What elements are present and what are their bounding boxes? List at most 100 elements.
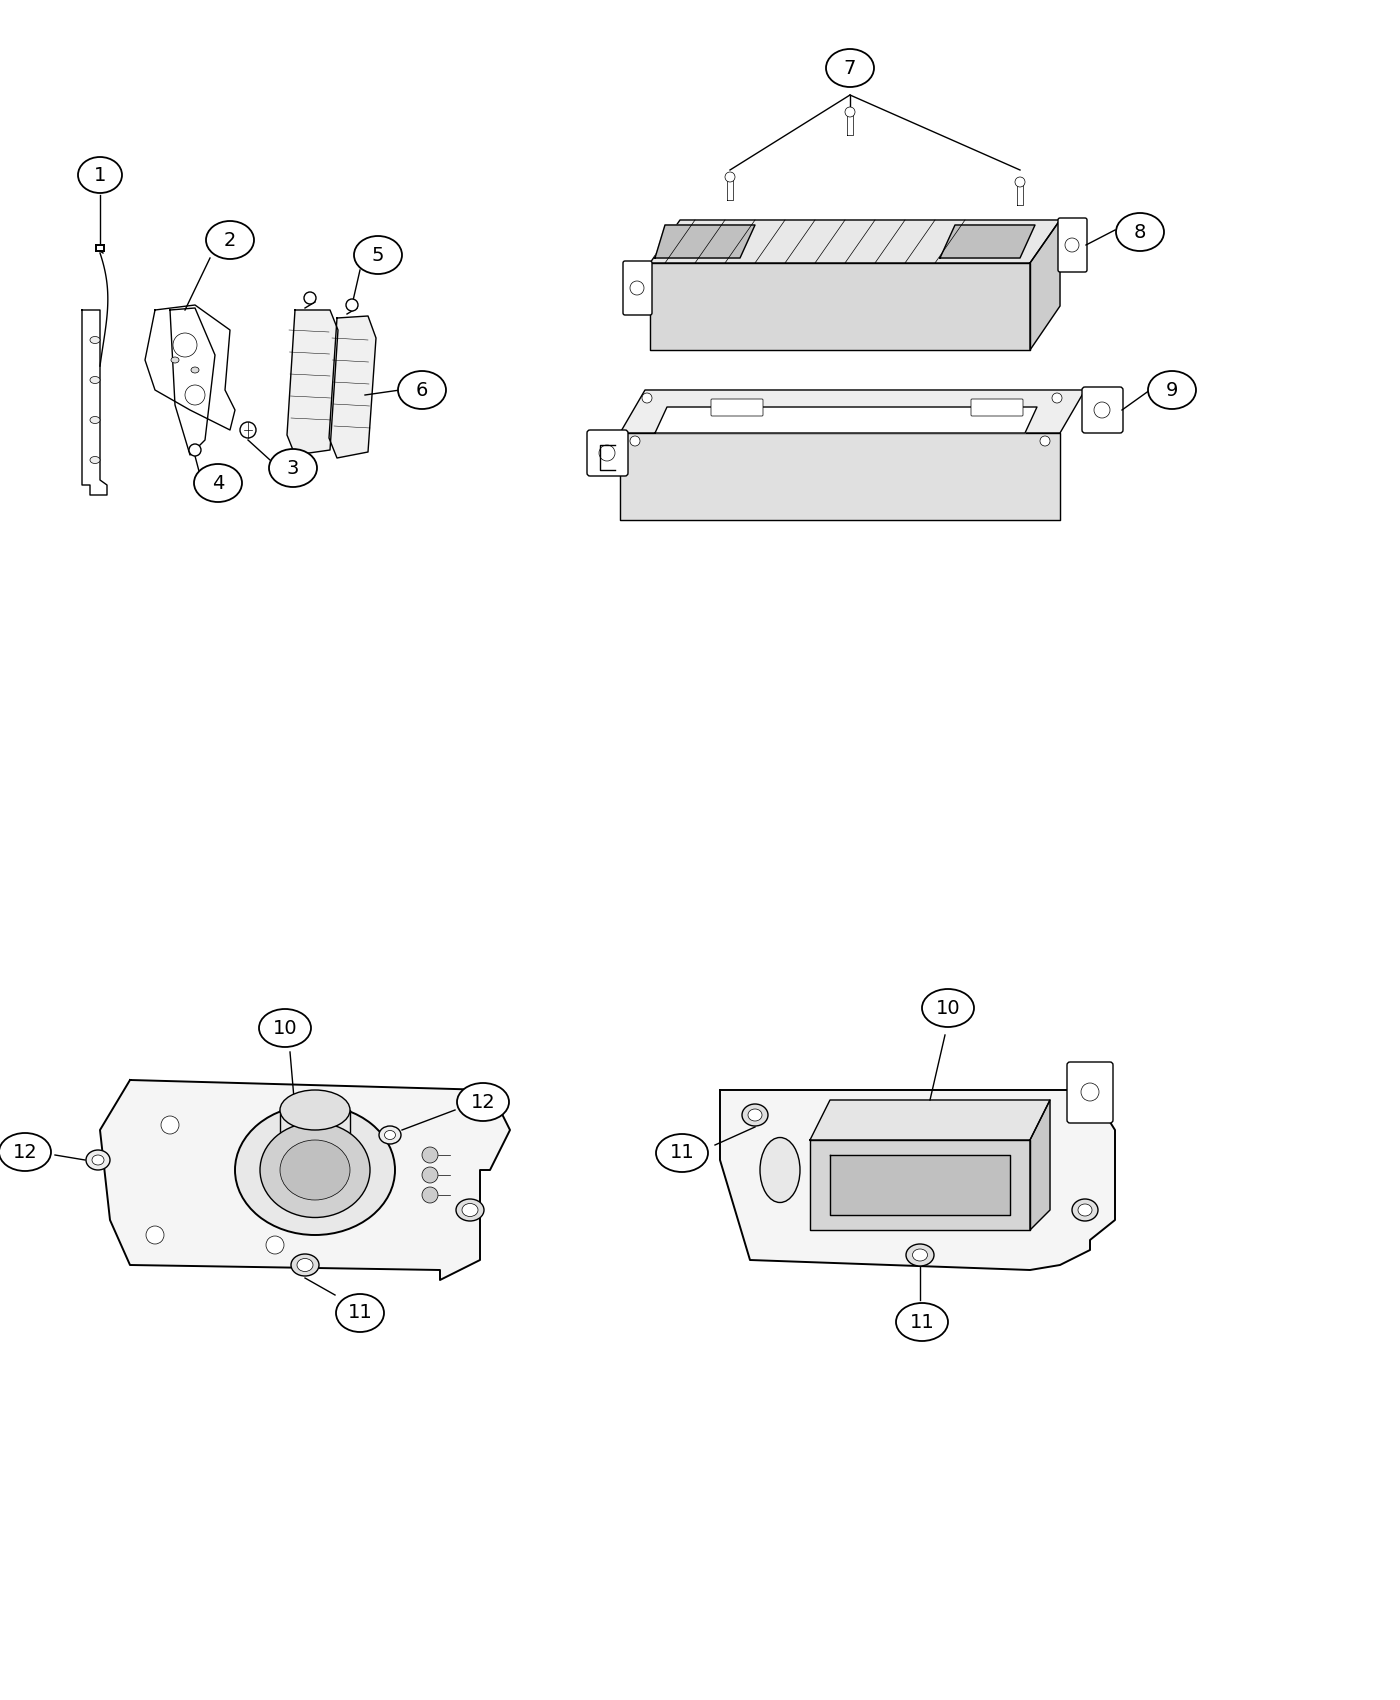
- Ellipse shape: [1072, 1198, 1098, 1221]
- Text: 6: 6: [416, 381, 428, 400]
- Circle shape: [846, 107, 855, 117]
- Ellipse shape: [385, 1130, 395, 1139]
- Polygon shape: [720, 1090, 1114, 1270]
- Ellipse shape: [748, 1108, 762, 1120]
- FancyBboxPatch shape: [1058, 218, 1086, 272]
- Ellipse shape: [90, 337, 99, 343]
- Ellipse shape: [0, 1132, 50, 1171]
- Ellipse shape: [280, 1141, 350, 1200]
- Ellipse shape: [657, 1134, 708, 1171]
- Circle shape: [174, 333, 197, 357]
- Ellipse shape: [906, 1244, 934, 1266]
- Ellipse shape: [90, 416, 99, 423]
- Circle shape: [643, 393, 652, 403]
- Ellipse shape: [456, 1083, 510, 1120]
- Ellipse shape: [760, 1137, 799, 1202]
- Ellipse shape: [336, 1294, 384, 1333]
- Polygon shape: [169, 308, 216, 456]
- Polygon shape: [939, 224, 1035, 258]
- Circle shape: [1093, 401, 1110, 418]
- Ellipse shape: [1078, 1204, 1092, 1216]
- Circle shape: [346, 299, 358, 311]
- Polygon shape: [655, 406, 1037, 434]
- Ellipse shape: [206, 221, 253, 258]
- Circle shape: [146, 1226, 164, 1244]
- Circle shape: [1081, 1083, 1099, 1102]
- Ellipse shape: [171, 357, 179, 364]
- Ellipse shape: [78, 156, 122, 194]
- Circle shape: [185, 384, 204, 405]
- Text: 10: 10: [935, 998, 960, 1018]
- Polygon shape: [329, 316, 377, 457]
- Polygon shape: [620, 389, 1085, 434]
- Text: 10: 10: [273, 1018, 297, 1037]
- Text: 12: 12: [13, 1142, 38, 1161]
- Ellipse shape: [235, 1105, 395, 1234]
- Ellipse shape: [923, 989, 974, 1027]
- Ellipse shape: [190, 367, 199, 372]
- Circle shape: [266, 1236, 284, 1255]
- Ellipse shape: [1116, 212, 1163, 252]
- Text: 8: 8: [1134, 223, 1147, 241]
- Circle shape: [1065, 238, 1079, 252]
- Polygon shape: [1030, 219, 1060, 350]
- Polygon shape: [280, 1110, 350, 1159]
- FancyBboxPatch shape: [1067, 1062, 1113, 1124]
- Ellipse shape: [913, 1250, 927, 1261]
- Text: 7: 7: [844, 58, 857, 78]
- Circle shape: [421, 1166, 438, 1183]
- Circle shape: [599, 445, 615, 461]
- Ellipse shape: [90, 457, 99, 464]
- Polygon shape: [650, 264, 1030, 350]
- Polygon shape: [1030, 1100, 1050, 1231]
- Ellipse shape: [456, 1198, 484, 1221]
- Ellipse shape: [826, 49, 874, 87]
- Ellipse shape: [85, 1149, 111, 1170]
- Ellipse shape: [260, 1122, 370, 1217]
- Ellipse shape: [280, 1090, 350, 1130]
- Polygon shape: [83, 309, 106, 495]
- Polygon shape: [287, 309, 337, 456]
- FancyBboxPatch shape: [972, 400, 1023, 416]
- Circle shape: [1040, 435, 1050, 445]
- Ellipse shape: [354, 236, 402, 274]
- Circle shape: [1051, 393, 1063, 403]
- Text: 5: 5: [372, 245, 384, 265]
- Polygon shape: [655, 224, 755, 258]
- Text: 1: 1: [94, 165, 106, 185]
- Circle shape: [421, 1187, 438, 1204]
- Text: 12: 12: [470, 1093, 496, 1112]
- Ellipse shape: [742, 1103, 769, 1125]
- Ellipse shape: [1148, 371, 1196, 410]
- Polygon shape: [99, 1080, 510, 1280]
- Circle shape: [304, 292, 316, 304]
- FancyBboxPatch shape: [1082, 388, 1123, 434]
- Circle shape: [725, 172, 735, 182]
- Text: 3: 3: [287, 459, 300, 478]
- Ellipse shape: [259, 1010, 311, 1047]
- Ellipse shape: [896, 1302, 948, 1341]
- Ellipse shape: [379, 1125, 400, 1144]
- Ellipse shape: [462, 1204, 477, 1217]
- Polygon shape: [811, 1141, 1030, 1231]
- Ellipse shape: [90, 376, 99, 384]
- FancyBboxPatch shape: [623, 262, 652, 314]
- Circle shape: [630, 280, 644, 296]
- FancyBboxPatch shape: [711, 400, 763, 416]
- Polygon shape: [830, 1154, 1009, 1216]
- Text: 11: 11: [669, 1144, 694, 1163]
- Text: 11: 11: [347, 1304, 372, 1323]
- Ellipse shape: [269, 449, 316, 486]
- Polygon shape: [146, 304, 235, 430]
- Circle shape: [189, 444, 202, 456]
- Polygon shape: [620, 434, 1060, 520]
- Polygon shape: [811, 1100, 1050, 1141]
- Circle shape: [630, 435, 640, 445]
- Ellipse shape: [195, 464, 242, 501]
- Ellipse shape: [92, 1154, 104, 1165]
- FancyBboxPatch shape: [587, 430, 629, 476]
- Ellipse shape: [297, 1258, 314, 1272]
- Circle shape: [239, 422, 256, 439]
- Circle shape: [1015, 177, 1025, 187]
- Text: 11: 11: [910, 1312, 934, 1331]
